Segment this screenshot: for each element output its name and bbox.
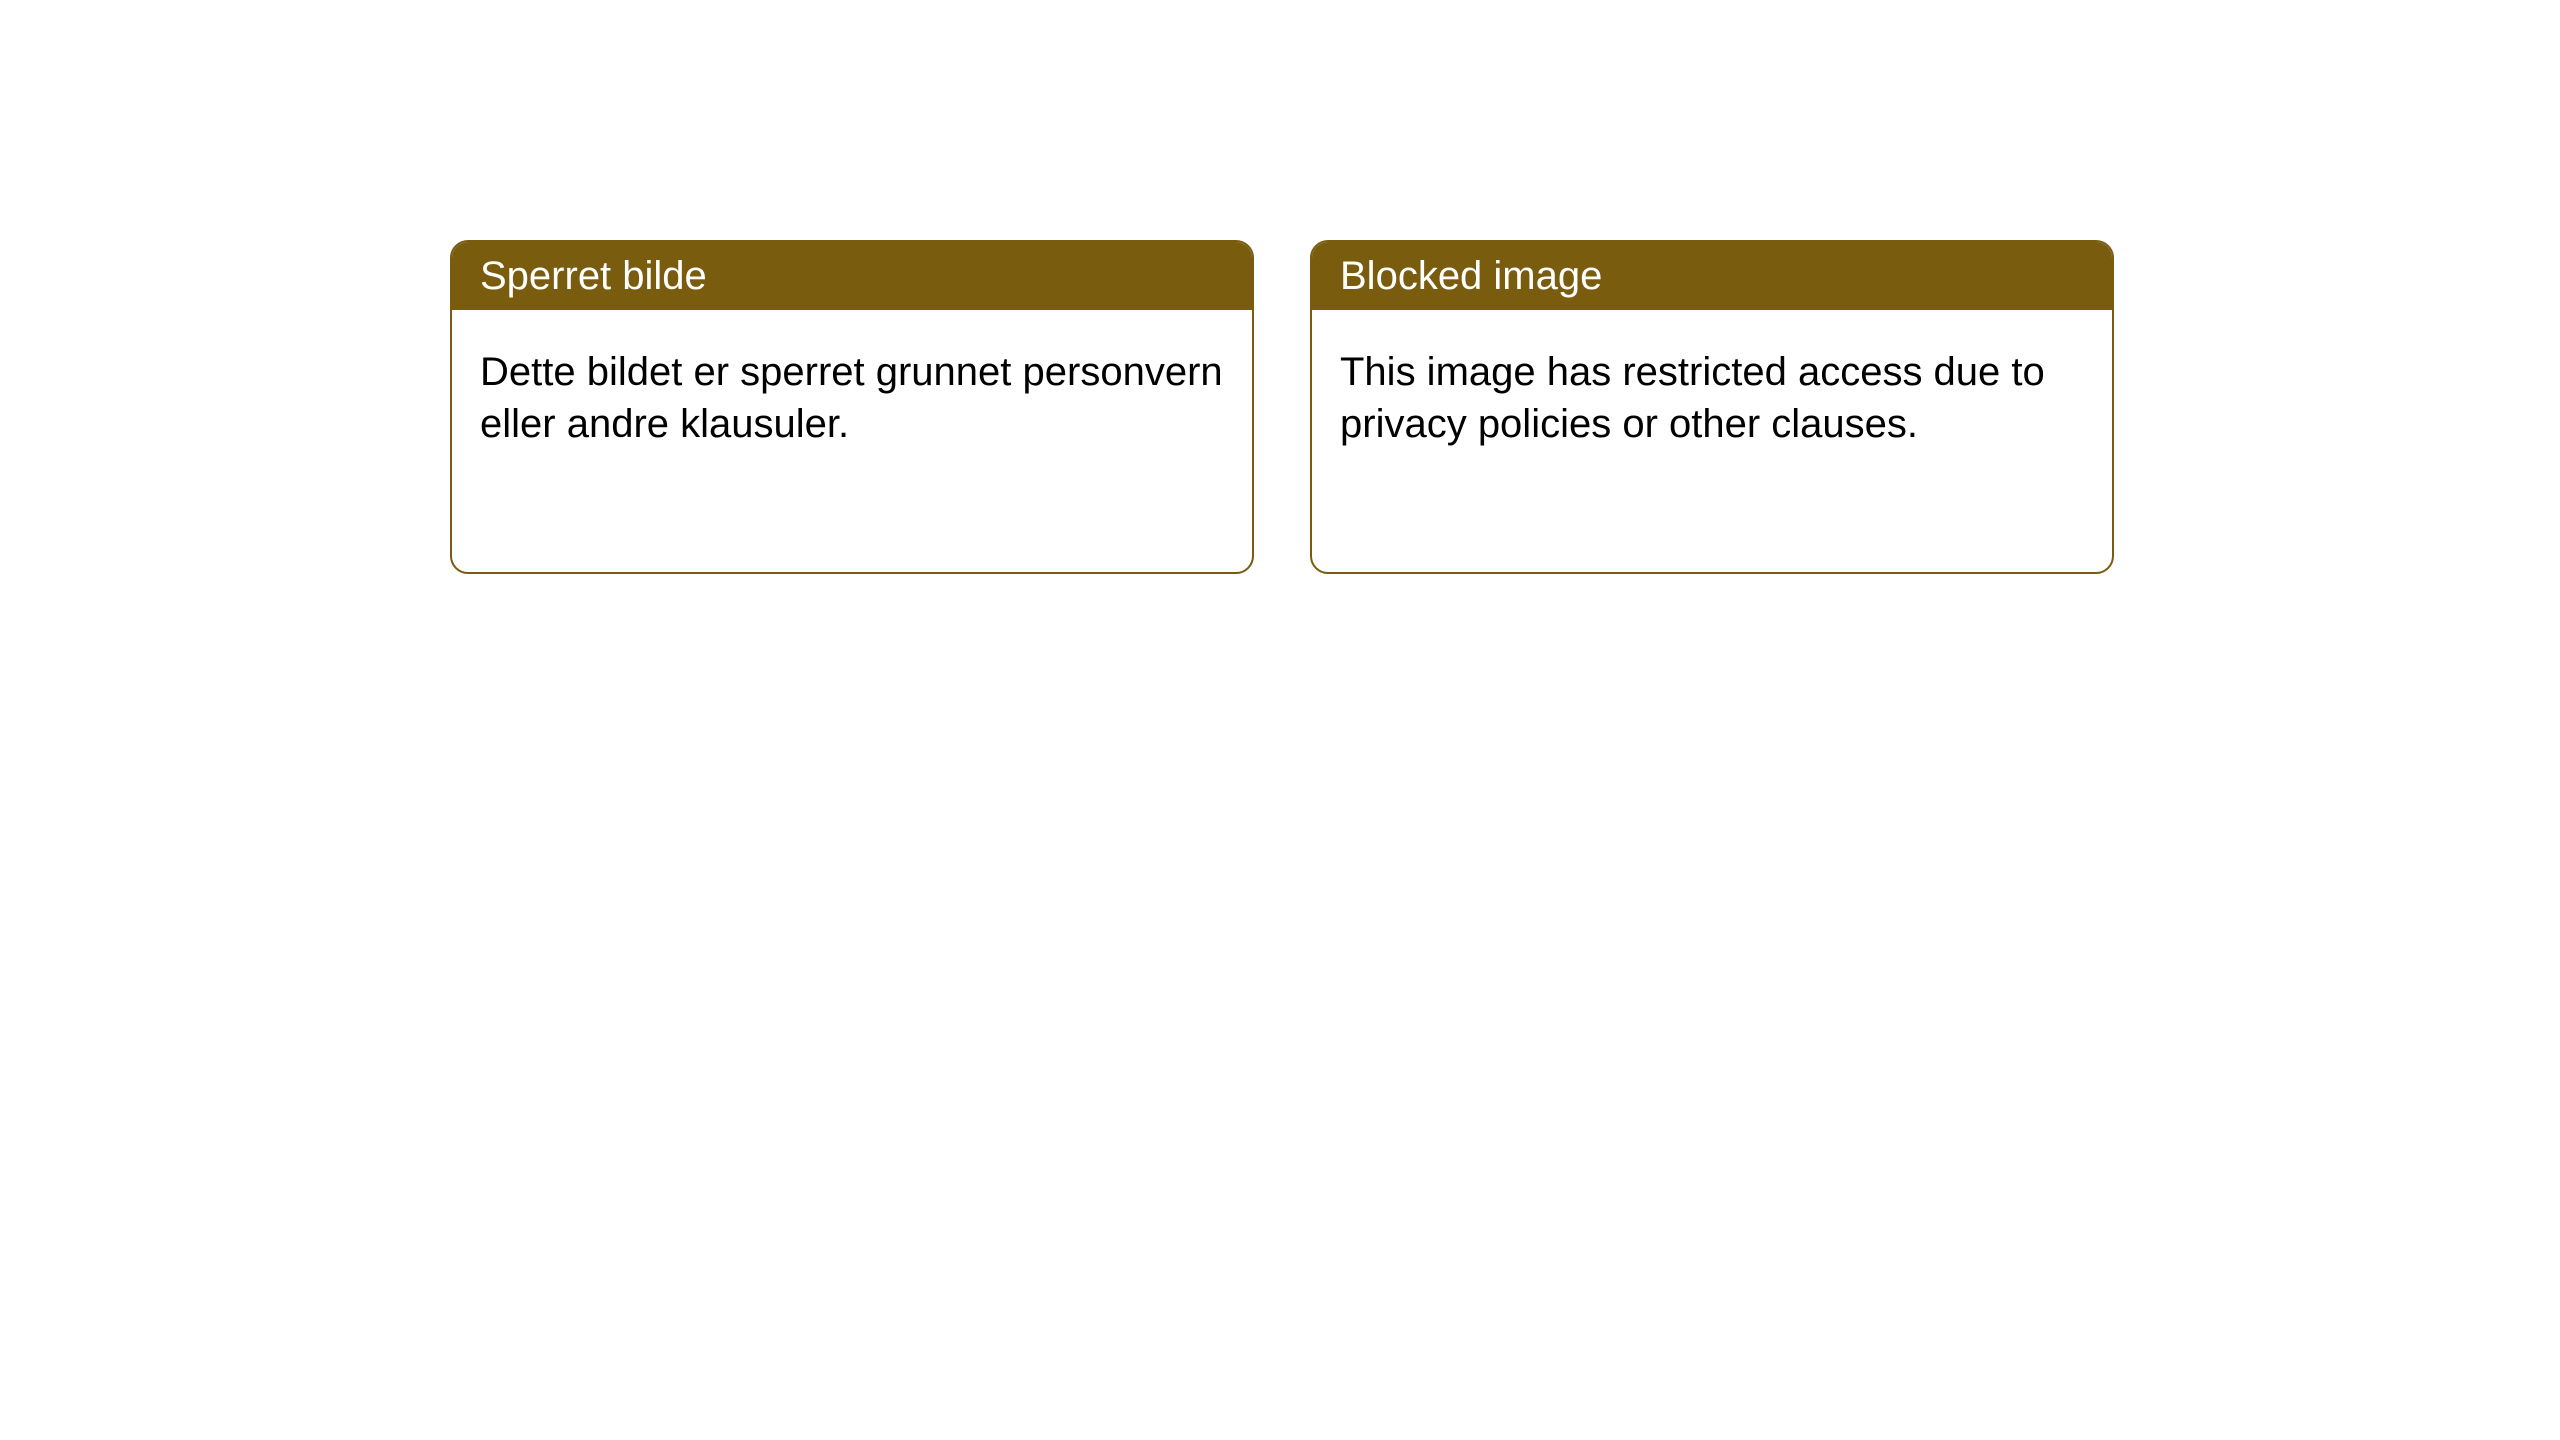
notice-header-english: Blocked image [1312,242,2112,310]
notice-container: Sperret bilde Dette bildet er sperret gr… [0,0,2560,574]
notice-body-english: This image has restricted access due to … [1312,310,2112,486]
notice-body-norwegian: Dette bildet er sperret grunnet personve… [452,310,1252,486]
notice-header-norwegian: Sperret bilde [452,242,1252,310]
notice-card-english: Blocked image This image has restricted … [1310,240,2114,574]
notice-card-norwegian: Sperret bilde Dette bildet er sperret gr… [450,240,1254,574]
